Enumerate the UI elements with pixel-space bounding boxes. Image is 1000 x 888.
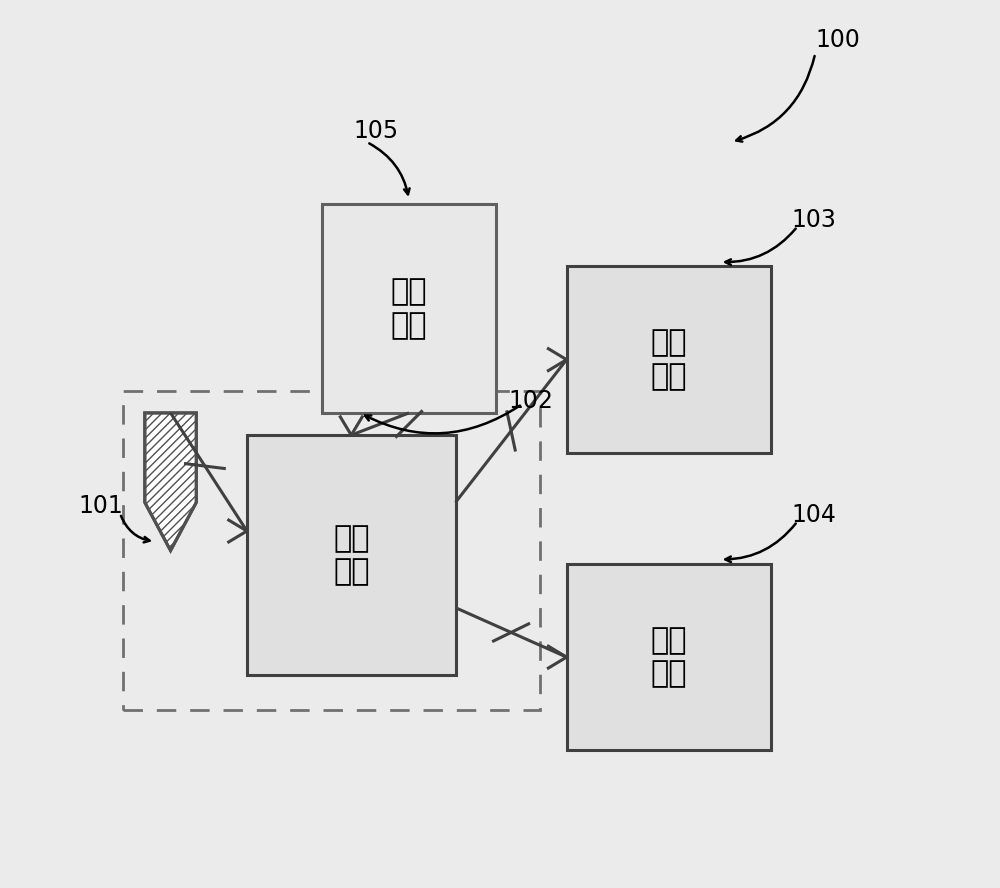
- Bar: [567, 564, 771, 750]
- Bar: [322, 204, 496, 413]
- Text: 搅打
电路: 搅打 电路: [650, 626, 687, 688]
- Text: 103: 103: [791, 208, 836, 233]
- Text: 控制
电路: 控制 电路: [333, 524, 370, 586]
- Text: 加热
电路: 加热 电路: [650, 329, 687, 391]
- Text: 开关
电源: 开关 电源: [391, 277, 427, 340]
- Text: 101: 101: [78, 494, 123, 519]
- Bar: [123, 391, 540, 710]
- Text: 105: 105: [353, 119, 398, 144]
- Text: 104: 104: [791, 503, 836, 527]
- Text: 102: 102: [509, 389, 554, 414]
- Text: 100: 100: [815, 28, 860, 52]
- Polygon shape: [145, 413, 196, 551]
- Bar: [247, 435, 456, 675]
- Bar: [567, 266, 771, 453]
